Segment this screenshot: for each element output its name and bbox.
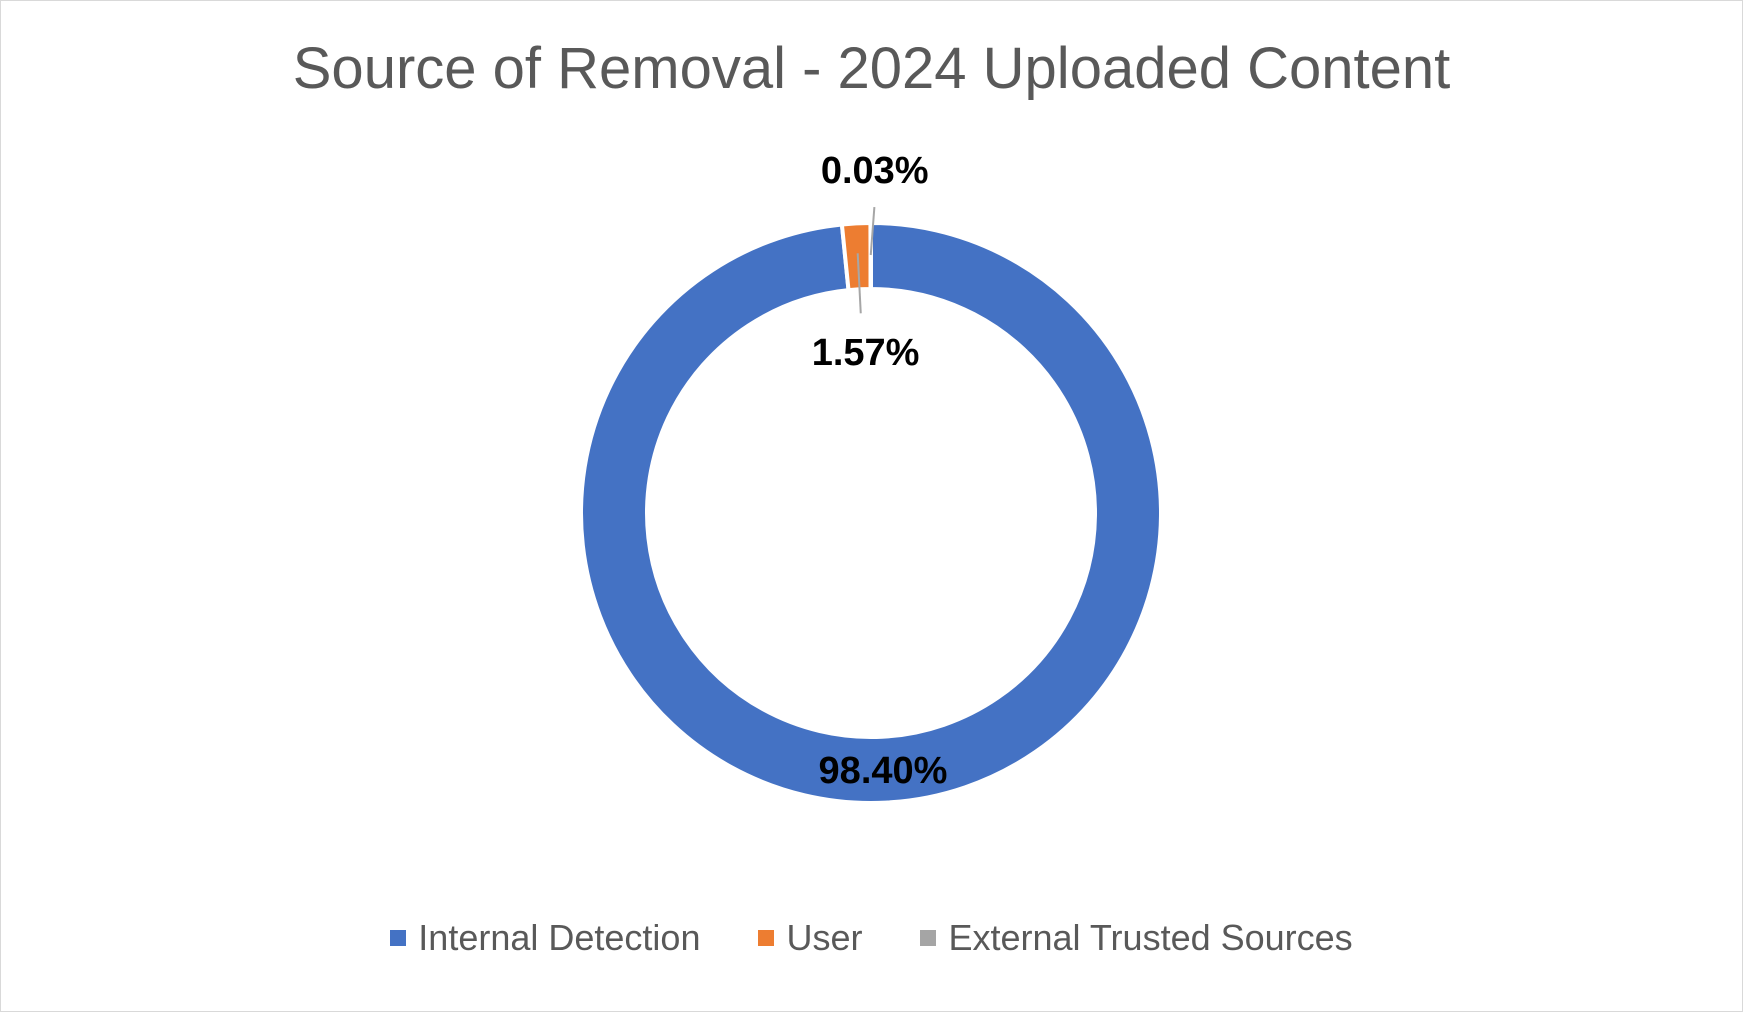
slice-user[interactable] [839,221,873,293]
data-label-external-trusted-sources: 0.03% [821,150,929,192]
data-label-group: 98.40% 1.57% 0.03% [812,150,948,792]
leader-line-user [856,253,862,314]
legend-item-external-trusted-sources[interactable]: External Trusted Sources [920,917,1353,958]
slice-external-trusted-sources[interactable] [868,221,873,291]
legend-item-internal-detection[interactable]: Internal Detection [390,920,700,956]
data-label-user: 1.57% [812,332,920,374]
legend-label-user: User [786,917,863,958]
legend-swatch-external-trusted-sources [920,930,937,946]
chart-title: Source of Removal - 2024 Uploaded Conten… [292,36,1451,101]
slice-internal-detection[interactable] [579,221,1163,805]
leader-line-group [856,206,876,314]
legend-item-user[interactable]: User [758,920,862,956]
data-label-internal-detection: 98.40% [819,750,948,792]
legend-label-external-trusted-sources: External Trusted Sources [948,917,1353,958]
leader-line-external-trusted-sources [869,206,876,256]
legend-swatch-user [758,930,775,946]
legend-swatch-internal-detection [390,930,407,946]
slice-group [579,221,1163,805]
legend: Internal Detection User External Trusted… [0,920,1743,956]
legend-label-internal-detection: Internal Detection [418,917,701,958]
